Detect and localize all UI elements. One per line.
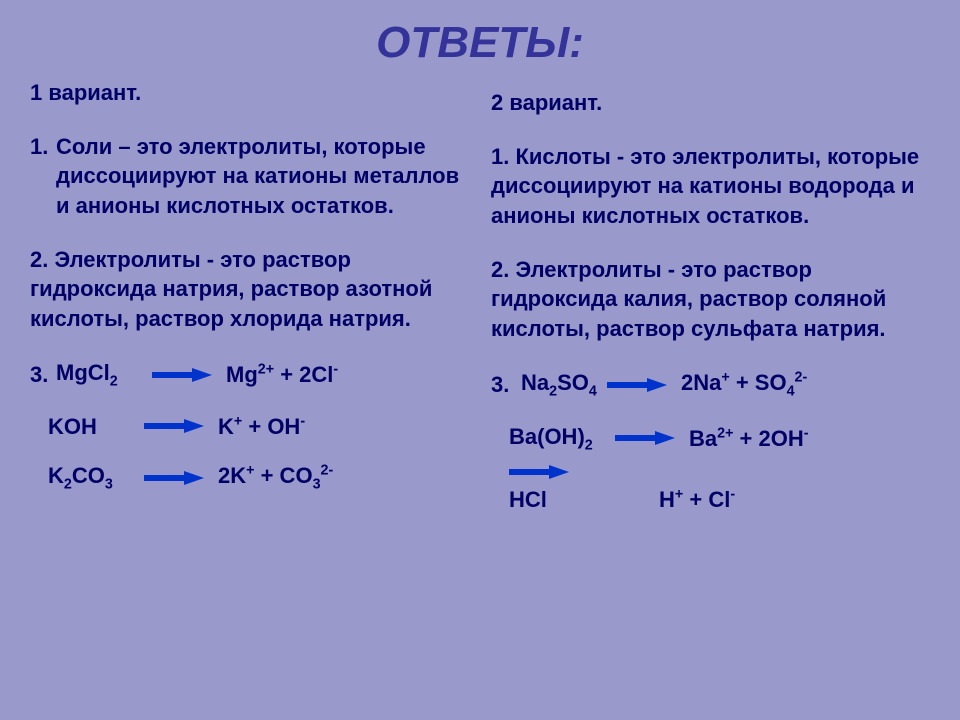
eq1-lhs: Na2SO4 — [521, 368, 601, 402]
arrow-icon — [615, 431, 675, 445]
variant-1-eq-3: K2CO3 2K+ + CO32- — [30, 461, 469, 495]
variant-2-eq-3b: HCl H+ + Cl- — [491, 485, 930, 515]
item1-text: Соли – это электролиты, которые диссоции… — [56, 132, 469, 221]
variant-1-column: 1 вариант. 1. Соли – это электролиты, ко… — [30, 78, 469, 525]
eq3-rhs: H+ + Cl- — [659, 485, 735, 515]
slide-title: ОТВЕТЫ: — [0, 0, 960, 78]
variant-2-column: 2 вариант. 1. Кислоты - это электролиты,… — [469, 78, 930, 525]
eq1-lhs: MgCl2 — [56, 358, 146, 392]
variant-2-item-1: 1. Кислоты - это электролиты, которые ди… — [491, 142, 930, 231]
variant-2-eq-2: Ba(OH)2 Ba2+ + 2OH- — [491, 422, 930, 456]
eq3-rhs: 2K+ + CO32- — [218, 461, 333, 495]
eq2-lhs: KOH — [48, 412, 138, 442]
variant-1-eq-1: 3. MgCl2 Mg2+ + 2Cl- — [30, 358, 469, 392]
arrow-icon — [152, 368, 212, 382]
eq3-lhs: K2CO3 — [48, 461, 138, 495]
arrow-icon — [144, 419, 204, 433]
variant-1-item-1: 1. Соли – это электролиты, которые диссо… — [30, 132, 469, 221]
item1-prefix: 1. — [30, 132, 56, 221]
arrow-icon — [144, 471, 204, 485]
variant-2-header: 2 вариант. — [491, 88, 930, 118]
eq2-lhs: Ba(OH)2 — [509, 422, 609, 456]
variant-2-eq-3 — [491, 465, 930, 479]
eq-label: 3. — [491, 370, 521, 400]
eq1-rhs: 2Na+ + SO42- — [681, 368, 807, 402]
eq1-rhs: Mg2+ + 2Cl- — [226, 360, 338, 390]
eq2-rhs: Ba2+ + 2OH- — [689, 424, 809, 454]
variant-1-item-2: 2. Электролиты - это раствор гидроксида … — [30, 245, 469, 334]
variant-2-item-2: 2. Электролиты - это раствор гидроксида … — [491, 255, 930, 344]
variant-2-eq-1: 3. Na2SO4 2Na+ + SO42- — [491, 368, 930, 402]
columns-wrap: 1 вариант. 1. Соли – это электролиты, ко… — [0, 78, 960, 525]
eq-label: 3. — [30, 360, 56, 390]
variant-1-header: 1 вариант. — [30, 78, 469, 108]
eq3-lhs: HCl — [509, 485, 659, 515]
arrow-icon — [607, 378, 667, 392]
variant-1-eq-2: KOH K+ + OH- — [30, 412, 469, 442]
eq2-rhs: K+ + OH- — [218, 412, 305, 442]
arrow-icon — [509, 465, 569, 479]
